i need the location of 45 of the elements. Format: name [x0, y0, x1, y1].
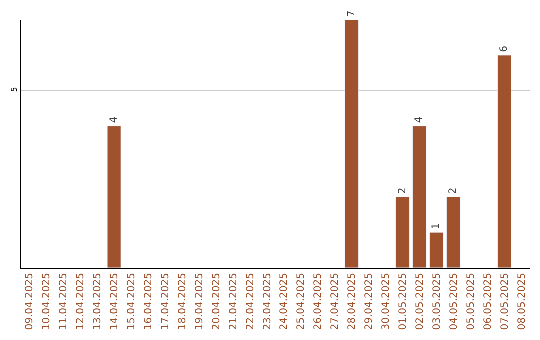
data-label: 2: [397, 188, 408, 194]
x-tick-label: 12.04.2025: [76, 273, 87, 330]
bar: [446, 196, 461, 268]
x-tick-label: 09.04.2025: [24, 273, 36, 330]
data-label: 6: [499, 46, 510, 52]
x-tick-label: 05.05.2025: [466, 273, 477, 330]
x-tick-label: 01.05.2025: [398, 273, 409, 330]
x-tick-label: 23.04.2025: [262, 273, 274, 330]
x-tick-label: 14.04.2025: [110, 273, 121, 330]
x-tick-label: 22.04.2025: [245, 273, 256, 330]
x-tick-label: 25.04.2025: [296, 273, 308, 330]
x-tick-label: 30.04.2025: [381, 273, 392, 330]
x-tick-label: 11.04.2025: [58, 273, 70, 330]
data-label: 2: [448, 188, 460, 194]
x-tick-label: 06.05.2025: [482, 273, 494, 330]
x-tick-label: 15.04.2025: [126, 273, 138, 330]
x-tick-label: 16.04.2025: [144, 273, 154, 330]
bar: [412, 126, 427, 268]
x-tick-label: 18.04.2025: [177, 273, 188, 330]
x-tick-label: 24.04.2025: [279, 273, 290, 330]
data-label: 7: [346, 10, 358, 17]
bar: [430, 232, 444, 268]
y-tick-label: 5: [10, 87, 19, 92]
x-tick-label: 28.04.2025: [347, 273, 358, 330]
x-tick-label: 13.04.2025: [92, 273, 104, 330]
x-tick-label: 03.05.2025: [432, 273, 443, 330]
data-label: 1: [431, 223, 442, 230]
bar: [344, 20, 359, 268]
x-tick-label: 20.04.2025: [211, 273, 222, 330]
x-tick-label: 19.04.2025: [194, 273, 206, 330]
x-tick-label: 04.05.2025: [448, 273, 460, 330]
x-tick-label: 10.04.2025: [42, 273, 53, 330]
x-tick-label: 26.04.2025: [313, 273, 324, 330]
bar: [107, 126, 122, 268]
x-tick-label: 07.05.2025: [500, 273, 511, 330]
bar: [498, 55, 512, 268]
x-tick-label: 08.05.2025: [516, 273, 528, 330]
x-tick-label: 17.04.2025: [160, 273, 172, 330]
x-tick-label: 02.05.2025: [414, 273, 426, 330]
data-label: 4: [414, 116, 426, 124]
bar: [396, 196, 410, 268]
x-tick-label: 21.04.2025: [228, 273, 240, 330]
x-tick-label: 29.04.2025: [364, 273, 376, 330]
data-label: 4: [108, 116, 120, 124]
x-tick-label: 27.04.2025: [330, 273, 342, 330]
